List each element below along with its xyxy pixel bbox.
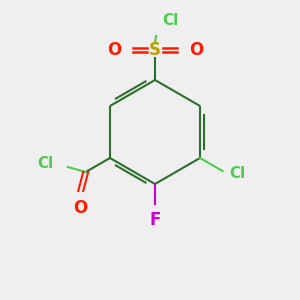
Text: O: O xyxy=(107,41,121,59)
Text: Cl: Cl xyxy=(229,166,245,181)
Text: O: O xyxy=(189,41,203,59)
Text: Cl: Cl xyxy=(38,155,54,170)
Text: F: F xyxy=(149,211,161,229)
Text: O: O xyxy=(74,199,88,217)
Text: S: S xyxy=(149,41,161,59)
Text: Cl: Cl xyxy=(162,13,178,28)
